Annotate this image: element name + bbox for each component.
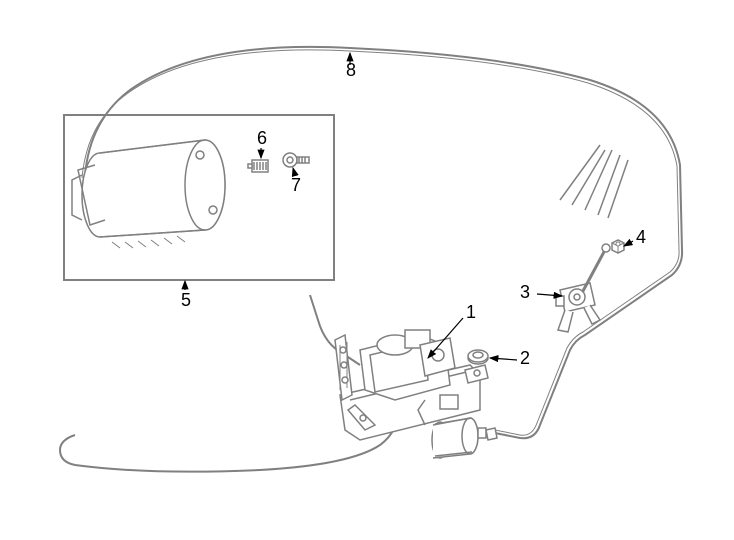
- parts-diagram-canvas: [0, 0, 734, 540]
- callout-7: 7: [291, 175, 301, 196]
- callout-3: 3: [520, 282, 530, 303]
- callout-6: 6: [257, 128, 267, 149]
- fitting-bolt: [283, 153, 309, 167]
- callout-1: 1: [466, 302, 476, 323]
- callout-8: 8: [346, 60, 356, 81]
- drain-plug: [248, 160, 268, 172]
- air-tank: [72, 140, 225, 248]
- callout-2: 2: [520, 348, 530, 369]
- nut: [612, 240, 624, 253]
- compressor-assembly: [335, 330, 497, 458]
- callout-4: 4: [636, 227, 646, 248]
- grommet: [468, 350, 488, 364]
- callout-5: 5: [181, 290, 191, 311]
